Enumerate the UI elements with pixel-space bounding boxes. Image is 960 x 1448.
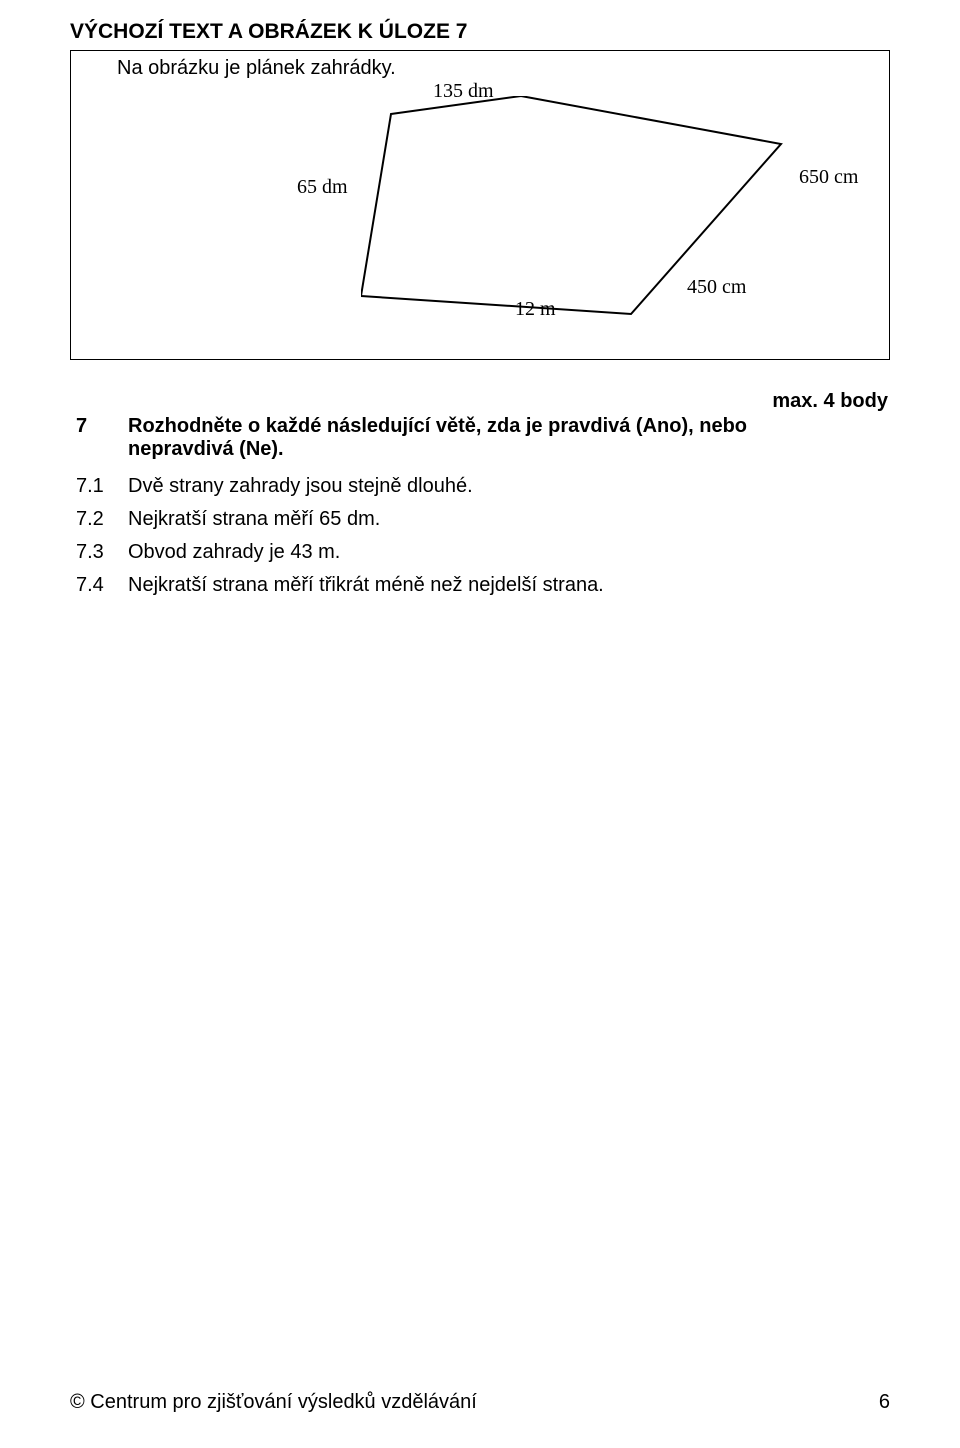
sub-question-row: 7.3 Obvod zahrady je 43 m. bbox=[70, 541, 890, 564]
question-row: 7 Rozhodněte o každé následující větě, z… bbox=[70, 415, 890, 461]
sub-question-text: Dvě strany zahrady jsou stejně dlouhé. bbox=[128, 475, 890, 498]
sub-question-number: 7.1 bbox=[70, 475, 128, 498]
intro-text: Na obrázku je plánek zahrádky. bbox=[71, 53, 889, 80]
max-points: max. 4 body bbox=[70, 390, 890, 413]
dim-label-left: 65 dm bbox=[297, 176, 348, 199]
sub-questions: 7.1 Dvě strany zahrady jsou stejně dlouh… bbox=[70, 475, 890, 597]
footer-page-number: 6 bbox=[879, 1391, 890, 1414]
page: VÝCHOZÍ TEXT A OBRÁZEK K ÚLOZE 7 Na obrá… bbox=[0, 0, 960, 1448]
context-box: Na obrázku je plánek zahrádky. 135 dm 65… bbox=[70, 50, 890, 360]
dim-label-right: 650 cm bbox=[799, 166, 858, 189]
question-text-line2: nepravdivá (Ne). bbox=[128, 438, 284, 460]
sub-question-row: 7.1 Dvě strany zahrady jsou stejně dlouh… bbox=[70, 475, 890, 498]
question-text-line1: Rozhodněte o každé následující větě, zda… bbox=[128, 415, 747, 437]
section-heading: VÝCHOZÍ TEXT A OBRÁZEK K ÚLOZE 7 bbox=[70, 20, 890, 44]
task-block: max. 4 body 7 Rozhodněte o každé následu… bbox=[70, 390, 890, 597]
question-number: 7 bbox=[70, 415, 128, 438]
page-footer: © Centrum pro zjišťování výsledků vzdělá… bbox=[70, 1391, 890, 1414]
pentagon-polygon bbox=[361, 96, 781, 314]
footer-copyright: © Centrum pro zjišťování výsledků vzdělá… bbox=[70, 1391, 477, 1414]
sub-question-number: 7.4 bbox=[70, 574, 128, 597]
sub-question-text: Obvod zahrady je 43 m. bbox=[128, 541, 890, 564]
garden-diagram: 135 dm 65 dm 650 cm 12 m 450 cm bbox=[71, 80, 889, 340]
sub-question-text: Nejkratší strana měří 65 dm. bbox=[128, 508, 890, 531]
sub-question-number: 7.2 bbox=[70, 508, 128, 531]
question-text: Rozhodněte o každé následující větě, zda… bbox=[128, 415, 890, 461]
pentagon-shape bbox=[361, 96, 791, 326]
sub-question-number: 7.3 bbox=[70, 541, 128, 564]
sub-question-text: Nejkratší strana měří třikrát méně než n… bbox=[128, 574, 890, 597]
sub-question-row: 7.4 Nejkratší strana měří třikrát méně n… bbox=[70, 574, 890, 597]
sub-question-row: 7.2 Nejkratší strana měří 65 dm. bbox=[70, 508, 890, 531]
